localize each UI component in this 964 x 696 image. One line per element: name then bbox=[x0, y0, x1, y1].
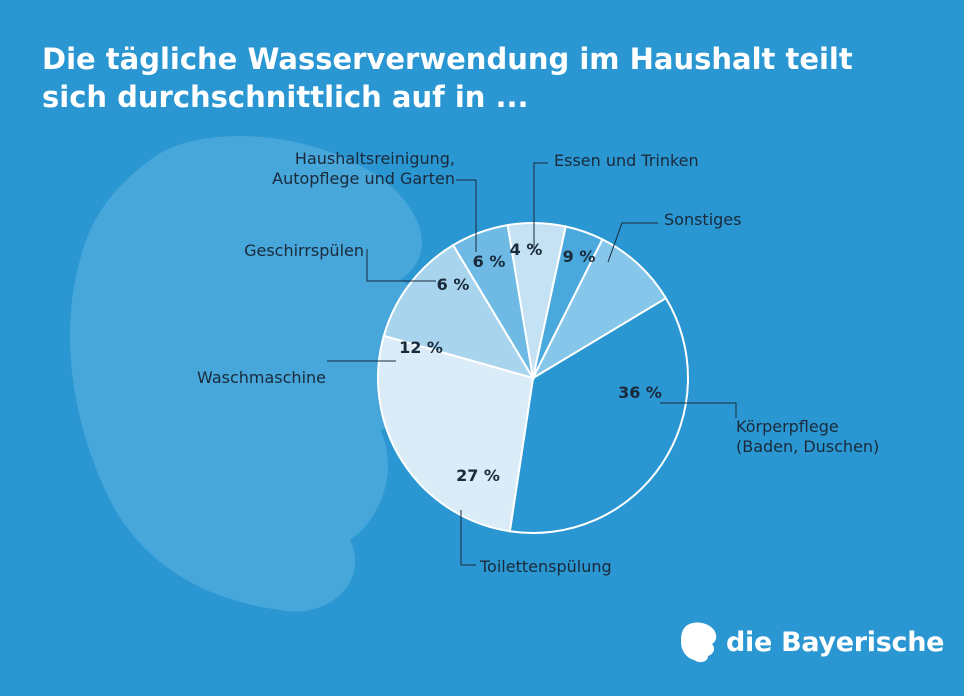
leader-line-sonstiges bbox=[607, 222, 658, 263]
page-title: Die tägliche Wasserverwendung im Haushal… bbox=[42, 42, 853, 114]
leader-lines bbox=[327, 162, 737, 566]
value-label-toilettenspülung: 27 % bbox=[456, 466, 500, 485]
pie-slice-toilettenspülung bbox=[377, 334, 535, 533]
value-label-körperpflege: 36 % bbox=[618, 383, 662, 402]
value-label-geschirrspülen: 6 % bbox=[437, 275, 470, 294]
leader-line-körperpflege bbox=[660, 402, 737, 418]
value-label-waschmaschine: 12 % bbox=[399, 338, 443, 357]
pie-slice-körperpflege bbox=[508, 296, 689, 534]
pie-slices bbox=[377, 222, 689, 534]
category-labels: Körperpflege (Baden, Duschen) Toilettenspü… bbox=[197, 149, 879, 576]
category-label-essen-und-trinken: Essen und Trinken bbox=[554, 151, 699, 170]
brand-logo: die Bayerische bbox=[678, 618, 944, 666]
category-label-haushaltsreinigung: Haushaltsreinigung, Autopflege und Garten bbox=[272, 149, 455, 188]
category-label-sonstiges: Sonstiges bbox=[664, 210, 741, 229]
leader-line-geschirrspülen bbox=[366, 249, 436, 282]
brand-name: die Bayerische bbox=[726, 626, 945, 658]
leader-line-haushaltsreinigung bbox=[456, 179, 477, 252]
leader-line-essen-und-trinken bbox=[533, 162, 548, 252]
value-label-sonstiges: 9 % bbox=[563, 247, 596, 266]
leader-line-toilettenspülung bbox=[460, 510, 476, 566]
value-label-essen-und-trinken: 4 % bbox=[510, 240, 543, 259]
lion-head-icon bbox=[681, 622, 717, 663]
category-label-waschmaschine: Waschmaschine bbox=[197, 368, 326, 387]
lion-watermark-icon bbox=[70, 136, 427, 612]
value-labels: 36 %27 %12 %6 %6 %4 % 9 % bbox=[399, 240, 662, 485]
category-label-toilettenspülung: Toilettenspülung bbox=[479, 557, 612, 576]
category-label-körperpflege: Körperpflege (Baden, Duschen) bbox=[736, 417, 879, 456]
pie-slice-waschmaschine bbox=[382, 243, 536, 380]
category-label-geschirrspülen: Geschirrspülen bbox=[244, 241, 364, 260]
value-label-haushaltsreinigung: 6 % bbox=[473, 252, 506, 271]
pie-slice-sonstiges bbox=[530, 238, 668, 381]
